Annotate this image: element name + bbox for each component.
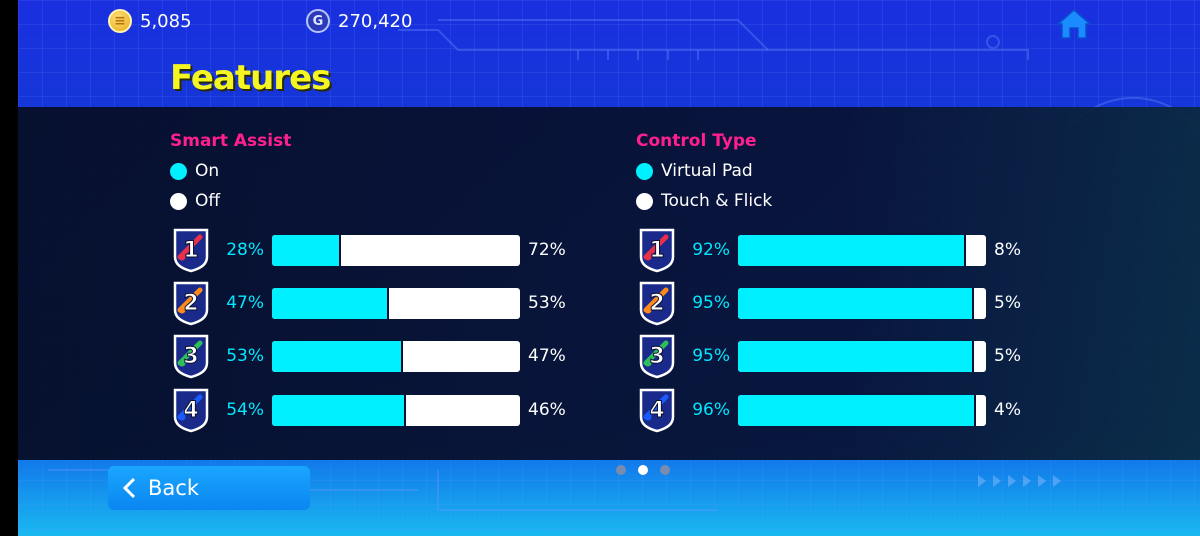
legend-off-label: Off xyxy=(195,191,221,211)
gp-balance: G 270,420 xyxy=(306,8,412,34)
percent-right: 72% xyxy=(528,240,566,260)
stat-row: 4 54% 46% xyxy=(172,387,566,433)
split-bar xyxy=(272,394,520,426)
page-dot-1[interactable] xyxy=(616,465,626,475)
percent-right: 53% xyxy=(528,293,566,313)
rank-badge-icon: 2 xyxy=(639,281,675,326)
rank-number: 4 xyxy=(649,398,664,423)
percent-right: 47% xyxy=(528,346,566,366)
percent-right: 5% xyxy=(994,293,1021,313)
stat-row: 2 95% 5% xyxy=(638,280,1021,326)
rank-badge-icon: 3 xyxy=(173,334,209,379)
percent-left: 95% xyxy=(692,346,730,366)
split-bar-fill xyxy=(272,340,404,372)
screen-edge xyxy=(0,0,18,536)
legend-on-label: On xyxy=(195,161,220,181)
split-bar-fill xyxy=(738,287,974,319)
back-label: Back xyxy=(148,476,199,500)
smart-assist-title: Smart Assist xyxy=(170,131,292,151)
page-title: Features xyxy=(170,58,331,98)
cyan-dot-icon xyxy=(636,162,653,180)
percent-left: 54% xyxy=(226,400,264,420)
split-bar xyxy=(738,394,986,426)
percent-left: 47% xyxy=(226,293,264,313)
stat-row: 3 53% 47% xyxy=(172,333,566,379)
rank-number: 3 xyxy=(183,344,198,369)
stat-row: 3 95% 5% xyxy=(638,333,1021,379)
stat-row: 1 92% 8% xyxy=(638,227,1021,273)
cyan-dot-icon xyxy=(170,162,187,180)
stat-row: 1 28% 72% xyxy=(172,227,566,273)
percent-left: 96% xyxy=(692,400,730,420)
percent-right: 8% xyxy=(994,240,1021,260)
split-bar xyxy=(272,340,520,372)
gp-balance-value: 270,420 xyxy=(338,10,413,32)
legend-touch-flick-label: Touch & Flick xyxy=(661,191,773,211)
stat-row: 2 47% 53% xyxy=(172,280,566,326)
legend-touch-flick: Touch & Flick xyxy=(636,191,772,211)
split-bar-fill xyxy=(738,234,967,266)
rank-number: 2 xyxy=(183,291,198,316)
split-bar xyxy=(272,287,520,319)
stat-row: 4 96% 4% xyxy=(638,387,1021,433)
percent-right: 5% xyxy=(994,346,1021,366)
percent-left: 95% xyxy=(692,293,730,313)
split-bar-fill xyxy=(272,234,342,266)
split-bar-fill xyxy=(272,287,389,319)
rank-badge-icon: 3 xyxy=(639,334,675,379)
chevron-left-icon xyxy=(122,477,136,499)
rank-badge-icon: 1 xyxy=(173,228,209,273)
split-bar xyxy=(738,287,986,319)
split-bar-fill xyxy=(272,394,406,426)
rank-badge-icon: 1 xyxy=(639,228,675,273)
rank-number: 1 xyxy=(649,238,664,263)
split-bar-fill xyxy=(738,394,977,426)
split-bar xyxy=(272,234,520,266)
split-bar xyxy=(738,234,986,266)
percent-left: 53% xyxy=(226,346,264,366)
white-dot-icon xyxy=(170,192,187,210)
page-dot-3[interactable] xyxy=(660,465,670,475)
features-panel xyxy=(18,107,1200,460)
legend-off: Off xyxy=(170,191,220,211)
control-type-title: Control Type xyxy=(636,131,757,151)
gp-icon: G xyxy=(306,9,330,33)
white-dot-icon xyxy=(636,192,653,210)
coin-balance: ≡ 5,085 xyxy=(108,8,192,34)
rank-number: 4 xyxy=(183,398,198,423)
pagination xyxy=(616,465,670,475)
efootball-coin-icon: ≡ xyxy=(108,9,132,33)
split-bar-fill xyxy=(738,340,974,372)
percent-left: 92% xyxy=(692,240,730,260)
legend-virtual-pad: Virtual Pad xyxy=(636,161,753,181)
home-icon xyxy=(1056,9,1092,39)
back-button[interactable]: Back xyxy=(108,466,310,510)
percent-left: 28% xyxy=(226,240,264,260)
split-bar xyxy=(738,340,986,372)
page-dot-2[interactable] xyxy=(638,465,648,475)
rank-badge-icon: 4 xyxy=(173,388,209,433)
home-button[interactable] xyxy=(1056,8,1092,40)
rank-number: 3 xyxy=(649,344,664,369)
legend-virtual-pad-label: Virtual Pad xyxy=(661,161,753,181)
percent-right: 46% xyxy=(528,400,566,420)
percent-right: 4% xyxy=(994,400,1021,420)
coin-balance-value: 5,085 xyxy=(140,10,192,32)
legend-on: On xyxy=(170,161,219,181)
rank-number: 2 xyxy=(649,291,664,316)
rank-number: 1 xyxy=(183,238,198,263)
rank-badge-icon: 4 xyxy=(639,388,675,433)
rank-badge-icon: 2 xyxy=(173,281,209,326)
